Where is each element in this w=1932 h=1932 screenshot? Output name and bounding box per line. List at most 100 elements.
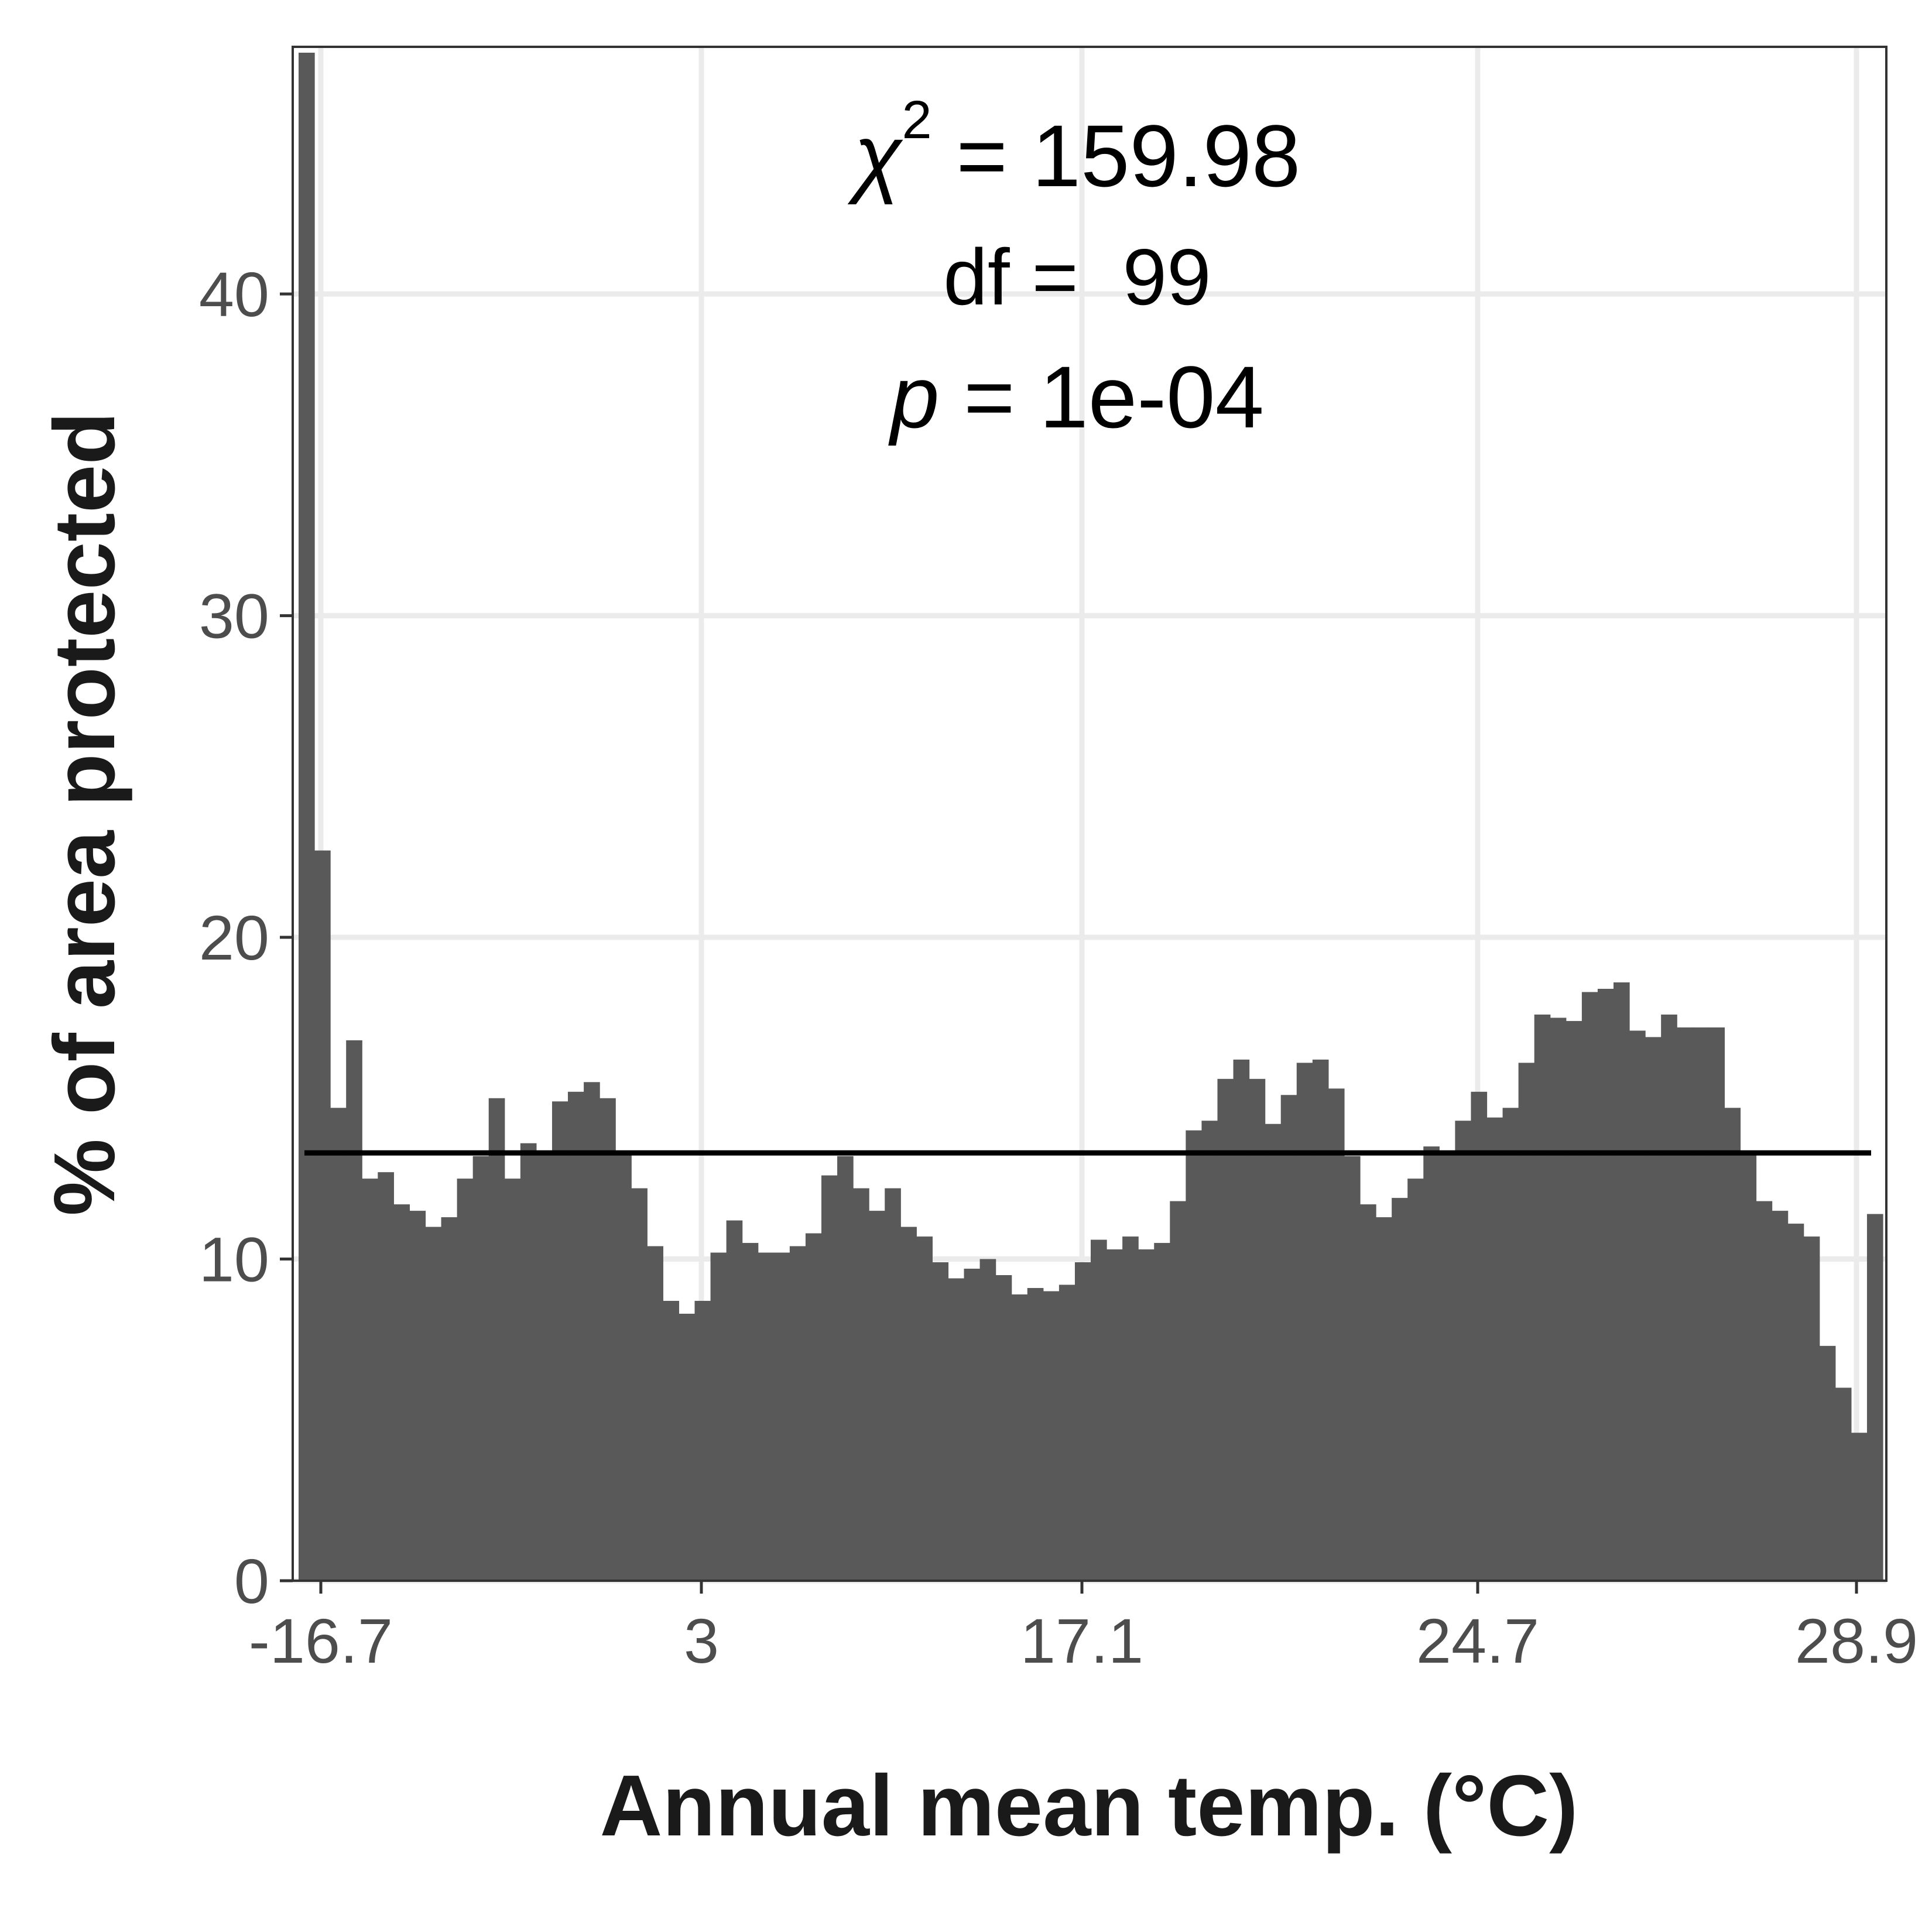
bar <box>773 1252 790 1581</box>
bar <box>1803 1236 1820 1581</box>
bar <box>1613 982 1630 1581</box>
bar <box>932 1262 949 1581</box>
bar <box>520 1143 537 1581</box>
bar <box>1280 1095 1297 1581</box>
bar <box>378 1172 394 1581</box>
bar <box>1677 1027 1693 1581</box>
bar <box>631 1188 648 1581</box>
bar <box>330 1108 347 1581</box>
bar <box>979 1259 996 1581</box>
bar <box>409 1211 426 1581</box>
bar <box>1835 1388 1852 1581</box>
bar <box>457 1179 474 1581</box>
p-symbol: p <box>888 348 939 446</box>
bar <box>1296 1063 1313 1581</box>
bar <box>1471 1091 1488 1581</box>
x-tick-label: 3 <box>684 1605 719 1676</box>
bar <box>1787 1224 1804 1581</box>
bar <box>805 1233 822 1581</box>
bar <box>600 1098 616 1581</box>
bar <box>1217 1078 1234 1581</box>
bar <box>1502 1108 1519 1581</box>
bar <box>1423 1146 1440 1581</box>
annotation-p-value: p = 1e-04 <box>888 348 1264 446</box>
bar <box>1534 1014 1551 1581</box>
bar <box>1661 1014 1677 1581</box>
x-tick-label: 17.1 <box>1020 1605 1143 1676</box>
bar <box>393 1204 410 1581</box>
plot-panel-border <box>292 46 1888 1582</box>
bar <box>916 1236 933 1581</box>
bar <box>1043 1291 1060 1581</box>
bar <box>726 1220 743 1581</box>
y-tick-label: 30 <box>199 581 269 652</box>
bar <box>1486 1117 1503 1581</box>
bar <box>1693 1027 1709 1581</box>
bar <box>663 1300 680 1581</box>
y-tick-label: 0 <box>234 1546 269 1616</box>
bar <box>1550 1018 1567 1581</box>
bar <box>789 1246 806 1581</box>
bar <box>679 1313 696 1581</box>
bar <box>869 1211 885 1581</box>
bar <box>885 1188 901 1581</box>
bar <box>1170 1201 1186 1581</box>
chi-exponent: 2 <box>902 90 931 150</box>
bar <box>1772 1211 1789 1581</box>
bar <box>1439 1153 1455 1581</box>
bar <box>551 1101 568 1581</box>
bar <box>441 1217 458 1581</box>
bar <box>1756 1201 1773 1581</box>
bar <box>568 1091 584 1581</box>
bar <box>1581 992 1598 1581</box>
chi-symbol: χ <box>848 107 903 205</box>
y-tick-label: 10 <box>199 1224 269 1295</box>
bars <box>299 53 1883 1581</box>
bar <box>995 1275 1012 1581</box>
bar <box>362 1179 378 1581</box>
bar <box>1851 1433 1868 1581</box>
bar <box>900 1227 917 1581</box>
bar <box>710 1252 727 1581</box>
bar <box>299 53 315 1581</box>
bar <box>1328 1088 1345 1581</box>
bar <box>1407 1179 1424 1581</box>
y-tick-label: 20 <box>199 902 269 973</box>
bar <box>504 1179 521 1581</box>
bar <box>1566 1020 1582 1581</box>
bar <box>536 1153 553 1581</box>
bar <box>1392 1198 1408 1581</box>
bar <box>1597 988 1614 1581</box>
bar <box>1233 1059 1250 1581</box>
bar <box>1724 1108 1741 1581</box>
bar <box>758 1252 775 1581</box>
bar <box>1360 1204 1376 1581</box>
x-axis: -16.7 3 17.1 24.7 28.9 <box>249 1581 1918 1676</box>
bar <box>346 1040 362 1581</box>
bar <box>694 1300 711 1581</box>
p-value: = 1e-04 <box>939 348 1264 446</box>
bar <box>1265 1123 1282 1581</box>
chi-value: = 159.98 <box>932 107 1301 205</box>
bar <box>1059 1284 1075 1581</box>
bar <box>1740 1153 1757 1581</box>
annotation-chi-square: χ2 = 159.98 <box>848 90 1301 205</box>
bar <box>821 1175 838 1581</box>
bar <box>1027 1287 1044 1581</box>
bar <box>647 1246 663 1581</box>
x-axis-title: Annual mean temp. (°C) <box>600 1758 1578 1854</box>
x-tick-label: 28.9 <box>1795 1605 1918 1676</box>
bar <box>1819 1345 1836 1581</box>
annotation-df: df = 99 <box>943 232 1211 321</box>
bar <box>853 1188 869 1581</box>
bar <box>488 1098 505 1581</box>
x-tick-label: 24.7 <box>1416 1605 1539 1676</box>
bar <box>1344 1156 1361 1581</box>
bar <box>584 1082 600 1581</box>
bar <box>615 1153 632 1581</box>
bar <box>1455 1121 1472 1581</box>
bar <box>1011 1294 1028 1581</box>
bar <box>1518 1063 1535 1581</box>
bar <box>1312 1059 1329 1581</box>
